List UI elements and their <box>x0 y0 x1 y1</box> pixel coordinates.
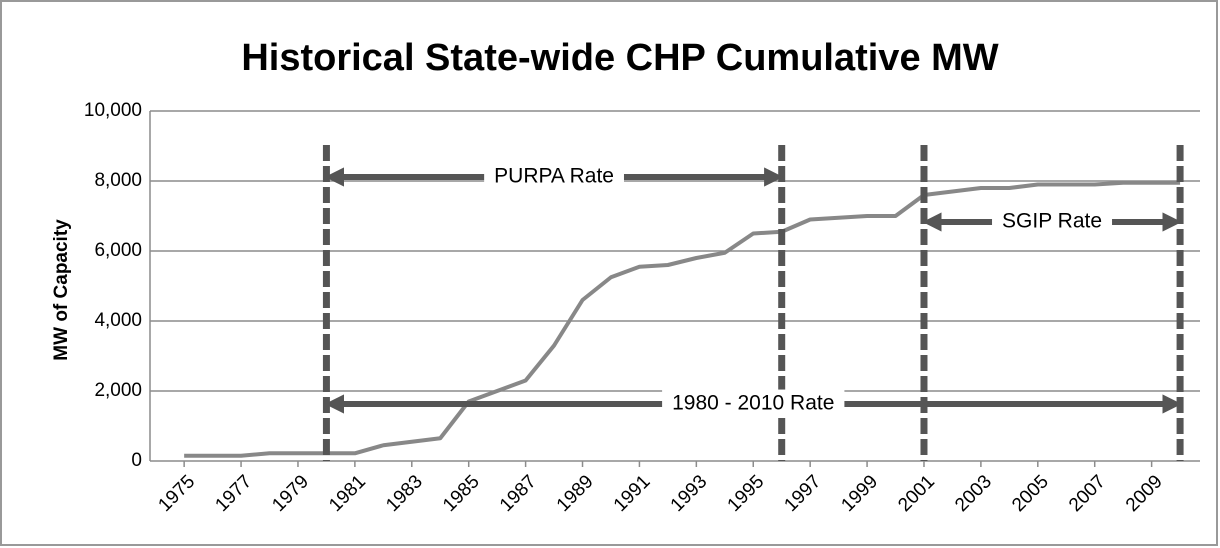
annotation-text: SGIP Rate <box>1002 210 1102 233</box>
y-tick-label: 4,000 <box>94 310 142 331</box>
annotation-bg <box>662 389 845 417</box>
annotation-bg <box>992 207 1113 235</box>
chart-title: Historical State-wide CHP Cumulative MW <box>241 37 998 79</box>
y-tick-label: 6,000 <box>94 240 142 261</box>
y-tick-label: 2,000 <box>94 380 142 401</box>
annotation-bg <box>484 162 624 190</box>
y-tick-label: 10,000 <box>84 100 142 121</box>
annotation-text: PURPA Rate <box>494 165 614 188</box>
annotation-text: 1980 - 2010 Rate <box>672 392 834 415</box>
y-tick-label: 8,000 <box>94 170 142 191</box>
y-tick-label: 0 <box>131 450 142 471</box>
data-line <box>184 180 1181 458</box>
y-axis-label: MW of Capacity <box>51 219 72 361</box>
